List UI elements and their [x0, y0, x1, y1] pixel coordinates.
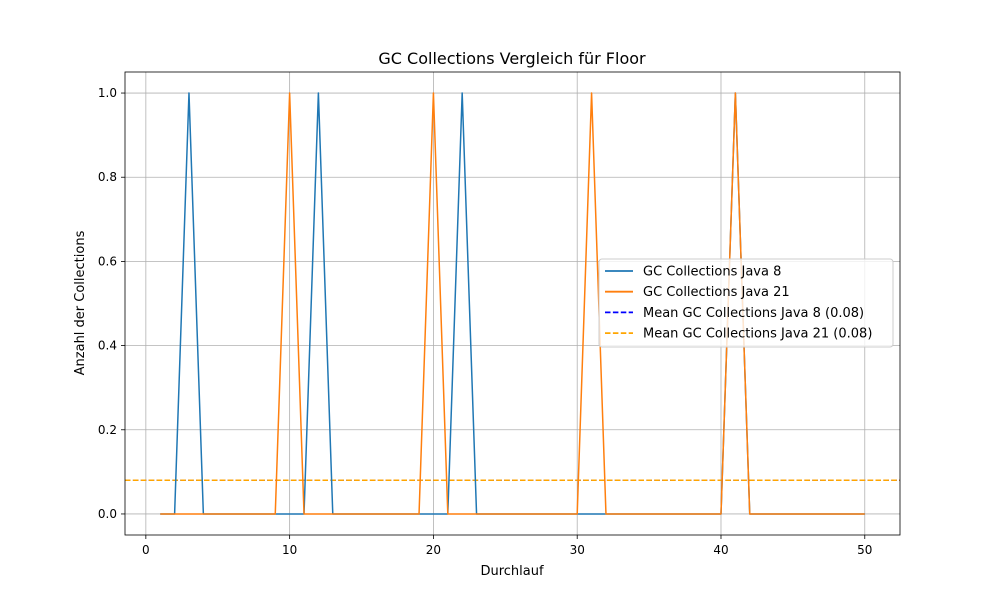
chart-title: GC Collections Vergleich für Floor	[378, 49, 646, 68]
legend-label: Mean GC Collections Java 8 (0.08)	[643, 306, 864, 321]
legend-label: Mean GC Collections Java 21 (0.08)	[643, 327, 872, 342]
series-line	[160, 92, 865, 515]
x-tick-label: 40	[713, 543, 728, 557]
y-tick-label: 1.0	[98, 86, 117, 100]
x-tick-label: 20	[426, 543, 441, 557]
y-tick-label: 0.4	[98, 339, 117, 353]
y-tick-label: 0.0	[98, 507, 117, 521]
x-tick-label: 10	[282, 543, 297, 557]
x-tick-label: 50	[857, 543, 872, 557]
axes: 0 10 20 30 40 50 0.0 0.2 0.4 0.6 0.8 1.0	[98, 71, 901, 557]
legend-box	[598, 258, 894, 348]
y-tick-label: 0.8	[98, 170, 117, 184]
y-tick-label: 0.2	[98, 423, 117, 437]
x-tick-label: 30	[570, 543, 585, 557]
legend: GC Collections Java 8 GC Collections Java…	[598, 258, 894, 348]
axes-frame	[124, 71, 901, 536]
legend-label: GC Collections Java 8	[643, 265, 781, 280]
legend-label: GC Collections Java 21	[643, 285, 790, 300]
y-axis-label: Anzahl der Collections	[73, 230, 88, 375]
plot-area	[125, 92, 900, 515]
y-tick-label: 0.6	[98, 254, 117, 268]
x-axis-label: Durchlauf	[480, 564, 544, 579]
x-tick-label: 0	[142, 543, 150, 557]
